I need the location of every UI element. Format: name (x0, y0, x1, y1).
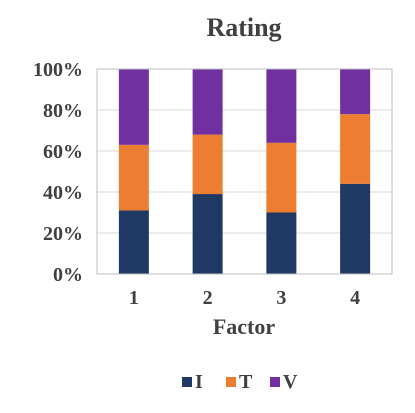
legend-swatch-I (182, 377, 192, 387)
x-tick-label: 3 (276, 287, 286, 309)
bars (118, 69, 371, 274)
chart-title: Rating (206, 13, 281, 42)
x-tick-label: 1 (129, 287, 139, 309)
legend-label-V: V (283, 371, 298, 393)
y-tick-label: 40% (43, 182, 83, 204)
x-tick-label: 2 (203, 287, 213, 309)
bar-I-2 (192, 194, 223, 274)
bar-V-3 (266, 69, 297, 143)
x-axis-ticks: 1 2 3 4 (129, 287, 360, 309)
legend-swatch-V (270, 377, 280, 387)
y-tick-label: 20% (43, 223, 83, 245)
y-tick-label: 80% (43, 100, 83, 122)
y-axis-ticks: 0% 20% 40% 60% 80% 100% (33, 59, 83, 286)
legend-swatch-T (226, 377, 236, 387)
bar-T-1 (118, 144, 149, 211)
bar-T-2 (192, 134, 223, 195)
bar-V-4 (340, 69, 371, 115)
bar-I-1 (118, 210, 149, 274)
bar-I-3 (266, 212, 297, 274)
x-tick-label: 4 (350, 287, 360, 309)
bar-I-4 (340, 183, 371, 274)
bar-T-4 (340, 114, 371, 184)
bar-V-2 (192, 69, 223, 135)
plot-area (96, 68, 393, 275)
y-tick-label: 60% (43, 141, 83, 163)
y-tick-label: 100% (33, 59, 83, 81)
bar-V-1 (118, 69, 149, 145)
x-axis-label: Factor (213, 314, 276, 339)
legend-label-I: I (195, 371, 203, 393)
legend-label-T: T (239, 371, 253, 393)
bar-T-3 (266, 142, 297, 213)
y-tick-label: 0% (53, 264, 83, 286)
